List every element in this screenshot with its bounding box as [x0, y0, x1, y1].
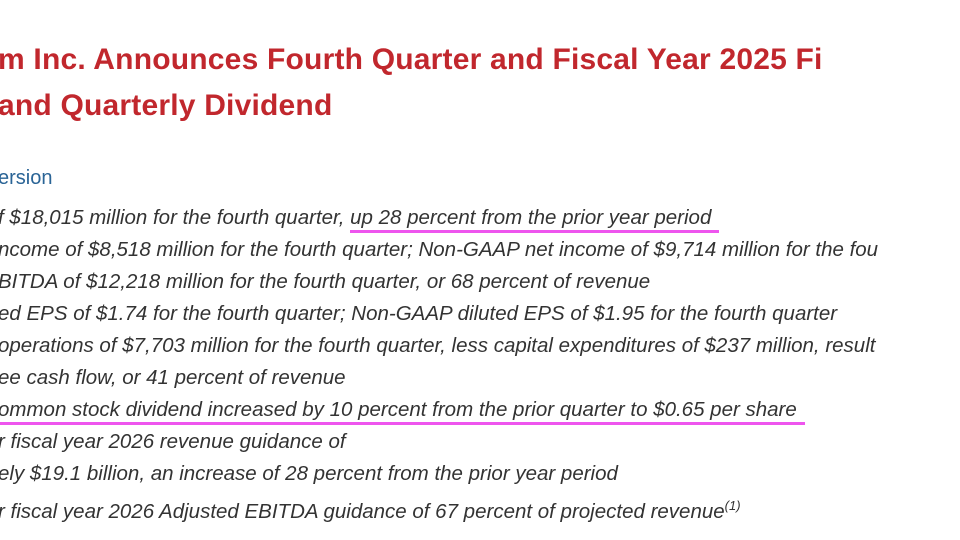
item-text: f $18,015 million for the fourth quarter…	[0, 206, 351, 229]
item-text: r fiscal year 2026 Adjusted EBITDA guida…	[0, 499, 725, 523]
highlight-item: ncome of $8,518 million for the fourth q…	[0, 238, 879, 261]
highlight-item: r fiscal year 2026 Adjusted EBITDA guida…	[0, 492, 741, 526]
highlight-item: ely $19.1 billion, an increase of 28 per…	[0, 462, 618, 485]
highlighted-text: up 28 percent from the prior year period	[350, 206, 720, 233]
highlight-item: ommon stock dividend increased by 10 per…	[0, 396, 805, 425]
version-link[interactable]: ersion	[0, 167, 53, 189]
highlighted-text: ommon stock dividend increased by 10 per…	[0, 398, 805, 425]
highlight-item: r fiscal year 2026 revenue guidance of	[0, 430, 346, 453]
headline-line-2: and Quarterly Dividend	[0, 89, 333, 122]
highlight-item: f $18,015 million for the fourth quarter…	[0, 204, 720, 233]
footnote-marker[interactable]: (1)	[724, 498, 741, 513]
highlight-item: ed EPS of $1.74 for the fourth quarter; …	[0, 302, 838, 325]
headline-line-1: m Inc. Announces Fourth Quarter and Fisc…	[0, 43, 823, 76]
highlight-item: operations of $7,703 million for the fou…	[0, 334, 876, 357]
highlight-item: BITDA of $12,218 million for the fourth …	[0, 270, 651, 293]
highlight-item: ee cash flow, or 41 percent of revenue	[0, 366, 346, 389]
